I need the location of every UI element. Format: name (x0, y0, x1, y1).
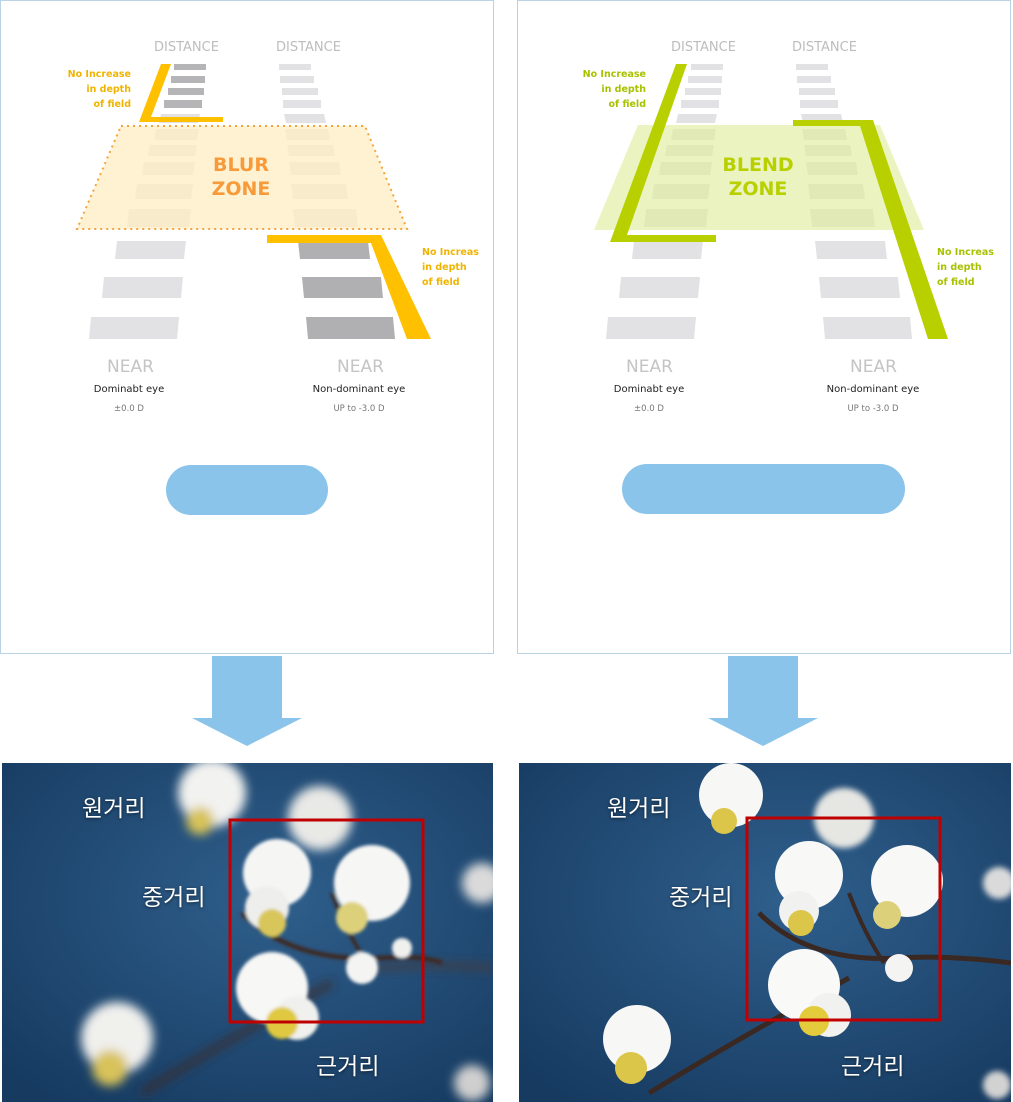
far-distance-label: 원거리 (82, 796, 146, 822)
non-dominant-eye-label: Non-dominant eye (826, 384, 920, 395)
right-lane-dark-bars (298, 241, 395, 339)
down-arrow-right (708, 656, 818, 746)
non-dominant-eye-label: Non-dominant eye (312, 384, 406, 395)
zone-title-line: BLUR (213, 154, 269, 176)
depth-note-top-line: in depth (86, 84, 131, 95)
blur-zone-diagram (75, 64, 431, 339)
mid-distance-label: 중거리 (669, 885, 733, 911)
near-label-right: NEAR (337, 357, 384, 377)
blend-zone-area (594, 125, 924, 230)
near-label-left: NEAR (107, 357, 154, 377)
distance-label-right: DISTANCE (792, 40, 857, 55)
depth-note-top: No Increase in depth of field (564, 67, 646, 112)
blur-zone-area (75, 125, 409, 230)
bottom-depth-marker (267, 235, 431, 339)
depth-note-top: No Increase in depth of field (49, 67, 131, 112)
blend-zone-panel: DISTANCE DISTANCE No Increase in depth o… (517, 0, 1011, 654)
dominant-eye-power: ±0.0 D (634, 404, 664, 414)
zone-title-line: ZONE (728, 178, 788, 200)
down-arrow-left (192, 656, 302, 746)
top-depth-marker (139, 64, 223, 122)
left-depth-marker (610, 64, 716, 242)
blur-zone-photo: 원거리 중거리 근거리 (2, 763, 493, 1102)
blend-zone-photo: 원거리 중거리 근거리 (519, 763, 1011, 1102)
distance-label-left: DISTANCE (671, 40, 736, 55)
depth-note-bottom-line: in depth (937, 262, 982, 273)
depth-note-bottom-line: of field (422, 277, 460, 288)
near-label-left: NEAR (626, 357, 673, 377)
right-depth-marker (793, 120, 948, 339)
blur-zone-button[interactable] (166, 465, 328, 515)
non-dominant-eye-power: UP to -3.0 D (847, 404, 899, 414)
non-dominant-eye-power: UP to -3.0 D (333, 404, 385, 414)
focus-frame (228, 818, 425, 1024)
depth-note-bottom-line: No Increas (937, 247, 994, 258)
near-distance-label: 근거리 (841, 1054, 905, 1080)
focus-frame (745, 816, 942, 1022)
distance-label-left: DISTANCE (154, 40, 219, 55)
depth-note-top-line: No Increase (582, 69, 646, 80)
depth-note-top-line: of field (608, 99, 646, 110)
depth-note-bottom: No Increas in depth of field (422, 245, 479, 290)
mid-distance-label: 중거리 (142, 885, 206, 911)
depth-note-bottom-line: No Increas (422, 247, 479, 258)
zone-title: BLEND ZONE (708, 153, 808, 201)
left-lane-dark-bars (164, 64, 206, 108)
blur-zone-panel: DISTANCE DISTANCE No Increase in depth o… (0, 0, 494, 654)
blend-zone-button[interactable] (622, 464, 905, 514)
blend-zone-diagram (594, 64, 948, 339)
zone-title-line: BLEND (722, 154, 794, 176)
distance-label-right: DISTANCE (276, 40, 341, 55)
depth-note-bottom-line: in depth (422, 262, 467, 273)
zone-title-line: ZONE (211, 178, 271, 200)
blossom-photo-sharp (519, 763, 1011, 1102)
dominant-eye-label: Dominabt eye (93, 384, 165, 395)
depth-note-bottom-line: of field (937, 277, 975, 288)
near-distance-label: 근거리 (316, 1054, 380, 1080)
blossom-photo-blurred (2, 763, 493, 1102)
depth-note-top-line: No Increase (67, 69, 131, 80)
near-label-right: NEAR (850, 357, 897, 377)
dominant-eye-label: Dominabt eye (613, 384, 685, 395)
depth-note-top-line: of field (93, 99, 131, 110)
zone-title: BLUR ZONE (191, 153, 291, 201)
dominant-eye-power: ±0.0 D (114, 404, 144, 414)
depth-note-top-line: in depth (601, 84, 646, 95)
depth-note-bottom: No Increas in depth of field (937, 245, 994, 290)
far-distance-label: 원거리 (607, 796, 671, 822)
